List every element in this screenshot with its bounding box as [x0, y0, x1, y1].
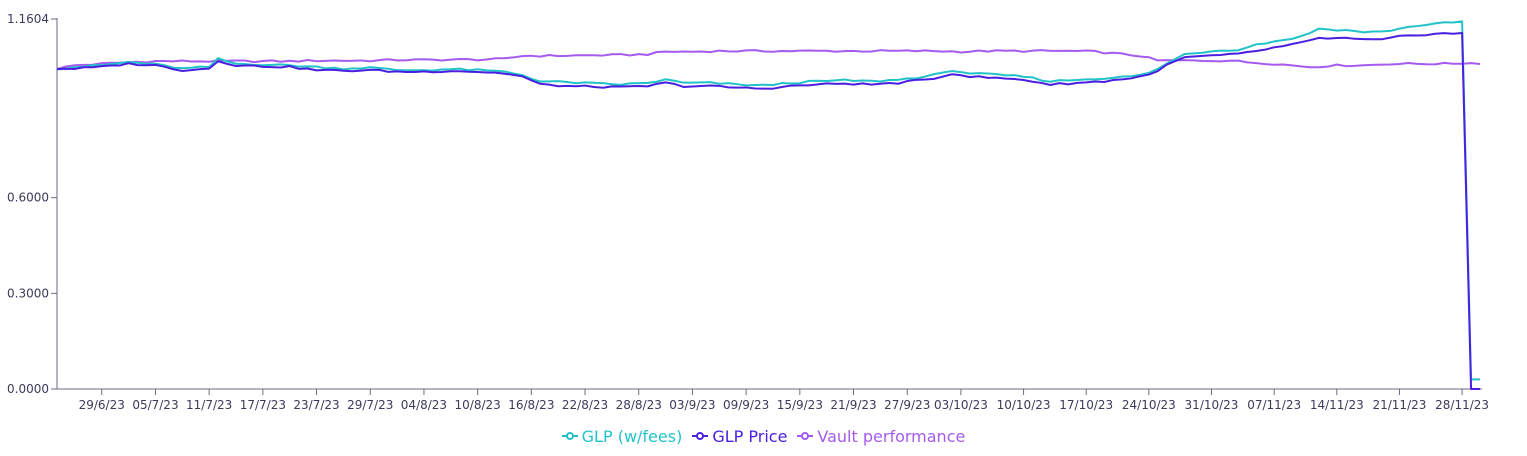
- x-tick-label: 16/8/23: [508, 398, 554, 412]
- legend-item-vault[interactable]: Vault performance: [797, 427, 965, 446]
- x-tick-label: 05/7/23: [132, 398, 178, 412]
- legend-swatch-icon: [797, 431, 814, 441]
- x-tick-label: 09/9/23: [723, 398, 769, 412]
- x-tick-label: 28/11/23: [1435, 398, 1489, 412]
- x-tick-label: 31/10/23: [1185, 398, 1239, 412]
- legend-label: Vault performance: [817, 426, 966, 446]
- y-tick-label: 0.6000: [7, 191, 49, 205]
- series-layer: [56, 20, 1481, 390]
- legend-swatch-icon: [692, 431, 709, 441]
- legend-label: GLP Price: [712, 426, 788, 446]
- y-tick-label: 0.0000: [7, 382, 49, 396]
- x-tick-label: 04/8/23: [401, 398, 447, 412]
- x-tick-label: 21/11/23: [1372, 398, 1426, 412]
- x-tick-label: 22/8/23: [562, 398, 608, 412]
- x-tick-label: 14/11/23: [1310, 398, 1364, 412]
- legend-item-glp-fees[interactable]: GLP (w/fees): [561, 426, 683, 446]
- x-tick-label: 29/6/23: [79, 398, 125, 412]
- series-line-glp-price: [56, 32, 1480, 390]
- x-tick-label: 11/7/23: [186, 398, 232, 412]
- series-line-vault: [56, 49, 1481, 71]
- chart-plot: 0.0000 0.3000 0.6000 1.1604 29/6/23 05/7/23 1…: [7, 12, 1489, 412]
- x-tick-label: 17/10/23: [1059, 398, 1113, 412]
- legend-swatch-icon: [561, 431, 578, 441]
- x-tick-label: 29/7/23: [347, 398, 393, 412]
- x-axis: 29/6/23 05/7/23 11/7/23 17/7/23 23/7/23 29/7/…: [57, 388, 1489, 412]
- x-tick-label: 27/9/23: [884, 398, 930, 412]
- x-tick-label: 07/11/23: [1247, 398, 1301, 412]
- series-line-glp-fees: [56, 20, 1480, 381]
- x-tick-label: 23/7/23: [293, 398, 339, 412]
- legend-label: GLP (w/fees): [581, 426, 683, 446]
- x-tick-label: 28/8/23: [616, 398, 662, 412]
- legend: GLP (w/fees) GLP Price Vault performance: [0, 426, 1527, 446]
- x-tick-label: 03/9/23: [669, 398, 715, 412]
- x-tick-label: 10/8/23: [455, 398, 501, 412]
- x-tick-label: 03/10/23: [934, 398, 988, 412]
- x-tick-label: 24/10/23: [1122, 398, 1176, 412]
- y-tick-label: 1.1604: [7, 12, 49, 26]
- legend-item-glp-price[interactable]: GLP Price: [692, 427, 787, 446]
- x-tick-label: 15/9/23: [777, 398, 823, 412]
- x-tick-label: 10/10/23: [997, 398, 1051, 412]
- y-axis: 0.0000 0.3000 0.6000 1.1604: [7, 12, 58, 396]
- y-tick-label: 0.3000: [7, 286, 49, 300]
- x-tick-label: 21/9/23: [830, 398, 876, 412]
- x-tick-label: 17/7/23: [240, 398, 286, 412]
